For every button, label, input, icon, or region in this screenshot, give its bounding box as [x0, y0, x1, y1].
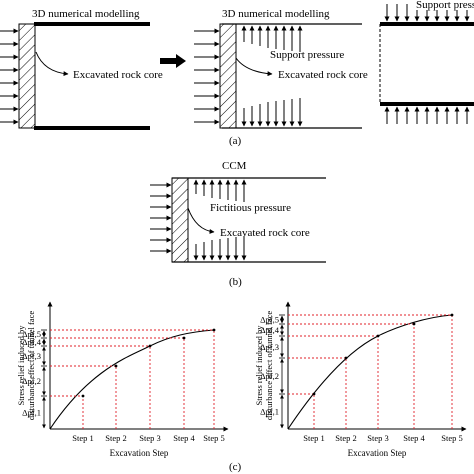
step-point [148, 344, 152, 348]
step-tick-label: Step 3 [139, 433, 161, 443]
increment-label: Δpf,1 [260, 407, 279, 417]
fictitious-pressure-arrows-down [193, 236, 247, 261]
panel-b-caption: (b) [229, 276, 242, 288]
step-tick-label: Step 2 [335, 433, 357, 443]
fictitious-pressure-arrows-up [193, 179, 247, 202]
panel-b: CCM Fictitious pressure Excavated rock c… [150, 160, 326, 263]
step-tick-label: Step 5 [203, 433, 225, 443]
stress-relief-curve [49, 329, 215, 430]
step-tick-label: Step 3 [367, 433, 389, 443]
panel-a-middle: 3D numerical modelling Support pressure … [194, 8, 368, 129]
step-point [376, 334, 380, 338]
step-point [182, 336, 186, 340]
panel-a-left-core-label: Excavated rock core [73, 69, 163, 81]
step-tick-label: Step 4 [173, 433, 195, 443]
increment-label: Δpf,2 [260, 371, 279, 381]
step-point [344, 356, 348, 360]
panel-a-caption: (a) [229, 135, 242, 147]
increment-label: Δpf,3 [22, 351, 41, 361]
step-tick-label: Step 1 [303, 433, 325, 443]
panel-a-left: 3D numerical modelling Excavated rock co… [0, 8, 163, 130]
panel-a-left-title: 3D numerical modelling [32, 8, 140, 20]
increment-label: Δpf,1 [22, 408, 41, 418]
support-arrows-bottom [384, 106, 470, 124]
transition-arrow [160, 54, 186, 68]
core-leader-arrow [35, 51, 69, 77]
support-pressure-arrows-down [241, 98, 303, 127]
face-pressure-arrows [150, 182, 172, 254]
step-point [312, 392, 316, 396]
panel-a-mid-title: 3D numerical modelling [222, 8, 330, 20]
y-axis-label-line2: disturbance effect of tunnel face [264, 311, 274, 421]
core-leader-arrow [187, 207, 215, 234]
panel-b-title: CCM [222, 160, 247, 172]
increment-label: Δpf,2 [22, 376, 41, 386]
increment-label: Δpf,3 [260, 342, 279, 352]
y-axis-label-line1: Stress relief induced by [254, 325, 264, 406]
face-pressure-arrows [0, 28, 19, 125]
step-point [412, 322, 416, 326]
increment-label: Δpf,5 [260, 315, 279, 325]
step-point [212, 328, 216, 332]
stress-relief-curve [287, 314, 453, 430]
step-point [450, 313, 454, 317]
step-tick-label: Step 5 [441, 433, 463, 443]
panel-c-caption: (c) [229, 461, 242, 473]
step-tick-label: Step 4 [403, 433, 425, 443]
x-axis-label: Excavation Step [110, 448, 169, 458]
panel-b-core-label: Excavated rock core [220, 227, 310, 239]
panel-a-mid-support-label: Support pressure [270, 49, 344, 61]
y-axis-label-line2: disturbance effect of tunnel face [26, 311, 36, 421]
tunnel-face-hatch [18, 23, 36, 129]
y-axis-label-line1: Stress relief induced by [16, 325, 26, 406]
step-point [114, 364, 118, 368]
step-tick-label: Step 1 [72, 433, 94, 443]
core-leader-arrow [235, 57, 273, 77]
step-point [81, 394, 85, 398]
chart-right: Step 1 Step 2 Step 3 Step 4 Step 5 Δpf,1 Δpf,2… [254, 301, 467, 458]
panel-a-right-label: Support pressure [416, 0, 474, 11]
x-axis-label: Excavation Step [348, 448, 407, 458]
tunnel-face-hatch [171, 177, 189, 263]
tunnel-face-hatch [219, 23, 237, 129]
increment-label: Δpf,4 [260, 325, 280, 335]
panel-a-mid-core-label: Excavated rock core [278, 69, 368, 81]
chart-left: Step 1 Step 2 Step 3 Step 4 Step 5 Δpf,1 Δpf,2… [16, 301, 229, 458]
face-pressure-arrows [194, 28, 220, 125]
increment-label: Δpf,5 [22, 329, 41, 339]
support-pressure-arrows-up [241, 25, 303, 52]
panel-b-fict-label: Fictitious pressure [210, 202, 291, 214]
step-tick-label: Step 2 [105, 433, 127, 443]
panel-a-right: Support pressure [379, 0, 474, 124]
increment-label: Δpf,4 [22, 337, 42, 347]
